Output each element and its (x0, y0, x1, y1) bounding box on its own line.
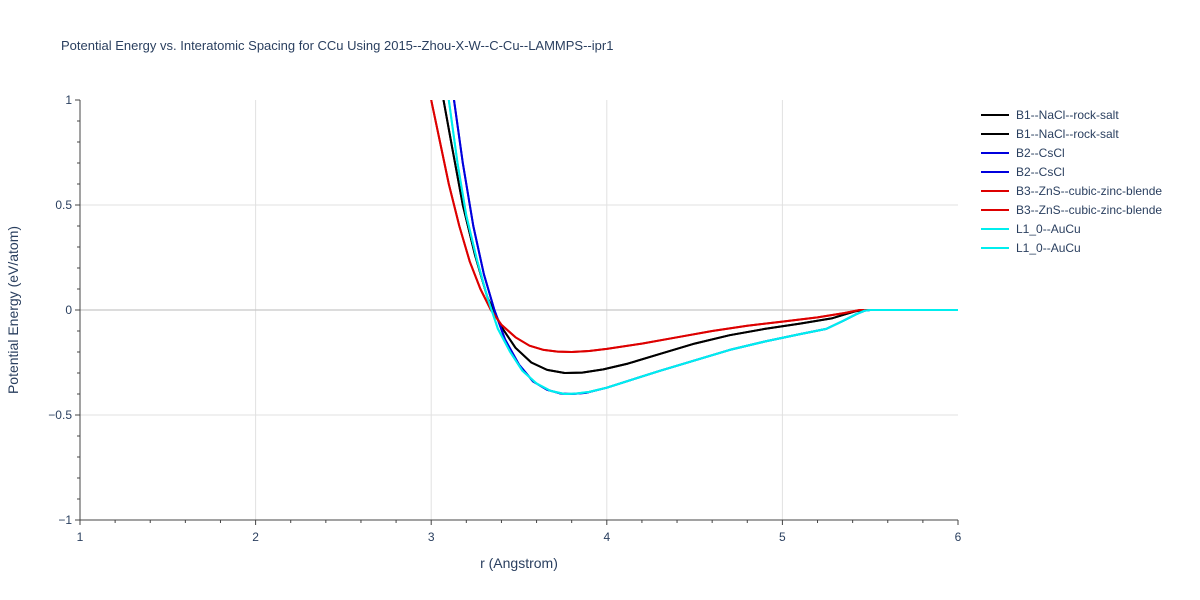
legend-item[interactable]: B3--ZnS--cubic-zinc-blende (981, 203, 1162, 217)
series-line-2 (453, 100, 958, 395)
series-line-5 (430, 100, 958, 353)
x-tick-label: 6 (955, 530, 962, 544)
x-tick-label: 1 (77, 530, 84, 544)
legend-item[interactable]: B2--CsCl (981, 146, 1065, 160)
y-tick-label: −0.5 (48, 408, 72, 422)
legend-label: L1_0--AuCu (1016, 241, 1081, 255)
legend-item[interactable]: B1--NaCl--rock-salt (981, 108, 1119, 122)
series-line-6 (447, 100, 958, 395)
legend-item[interactable]: L1_0--AuCu (981, 222, 1081, 236)
x-tick-label: 5 (779, 530, 786, 544)
legend-label: B3--ZnS--cubic-zinc-blende (1016, 203, 1162, 217)
chart-title: Potential Energy vs. Interatomic Spacing… (61, 38, 613, 53)
legend-label: B1--NaCl--rock-salt (1016, 108, 1119, 122)
y-tick-label: 0 (65, 303, 72, 317)
grid-lines (80, 100, 958, 520)
x-tick-label: 2 (252, 530, 259, 544)
y-tick-label: −1 (58, 513, 72, 527)
tick-labels: 1 2 3 4 5 6 −1 −0.5 0 0.5 1 (48, 93, 961, 544)
x-tick-label: 3 (428, 530, 435, 544)
x-tick-label: 4 (603, 530, 610, 544)
legend-label: B2--CsCl (1016, 165, 1065, 179)
legend-label: B2--CsCl (1016, 146, 1065, 160)
series-line-7 (447, 100, 958, 395)
legend-item[interactable]: B3--ZnS--cubic-zinc-blende (981, 184, 1162, 198)
legend-label: L1_0--AuCu (1016, 222, 1081, 236)
x-axis-title: r (Angstrom) (480, 555, 558, 571)
legend-item[interactable]: L1_0--AuCu (981, 241, 1081, 255)
legend-label: B1--NaCl--rock-salt (1016, 127, 1119, 141)
y-axis-title: Potential Energy (eV/atom) (5, 226, 21, 394)
series-line-4 (430, 100, 958, 353)
series-layer (430, 100, 958, 395)
legend[interactable]: B1--NaCl--rock-salt B1--NaCl--rock-salt B2… (981, 108, 1162, 255)
series-line-3 (453, 100, 958, 395)
y-tick-label: 0.5 (55, 198, 72, 212)
legend-item[interactable]: B1--NaCl--rock-salt (981, 127, 1119, 141)
y-tick-label: 1 (65, 93, 72, 107)
legend-item[interactable]: B2--CsCl (981, 165, 1065, 179)
legend-label: B3--ZnS--cubic-zinc-blende (1016, 184, 1162, 198)
axes (75, 99, 959, 525)
